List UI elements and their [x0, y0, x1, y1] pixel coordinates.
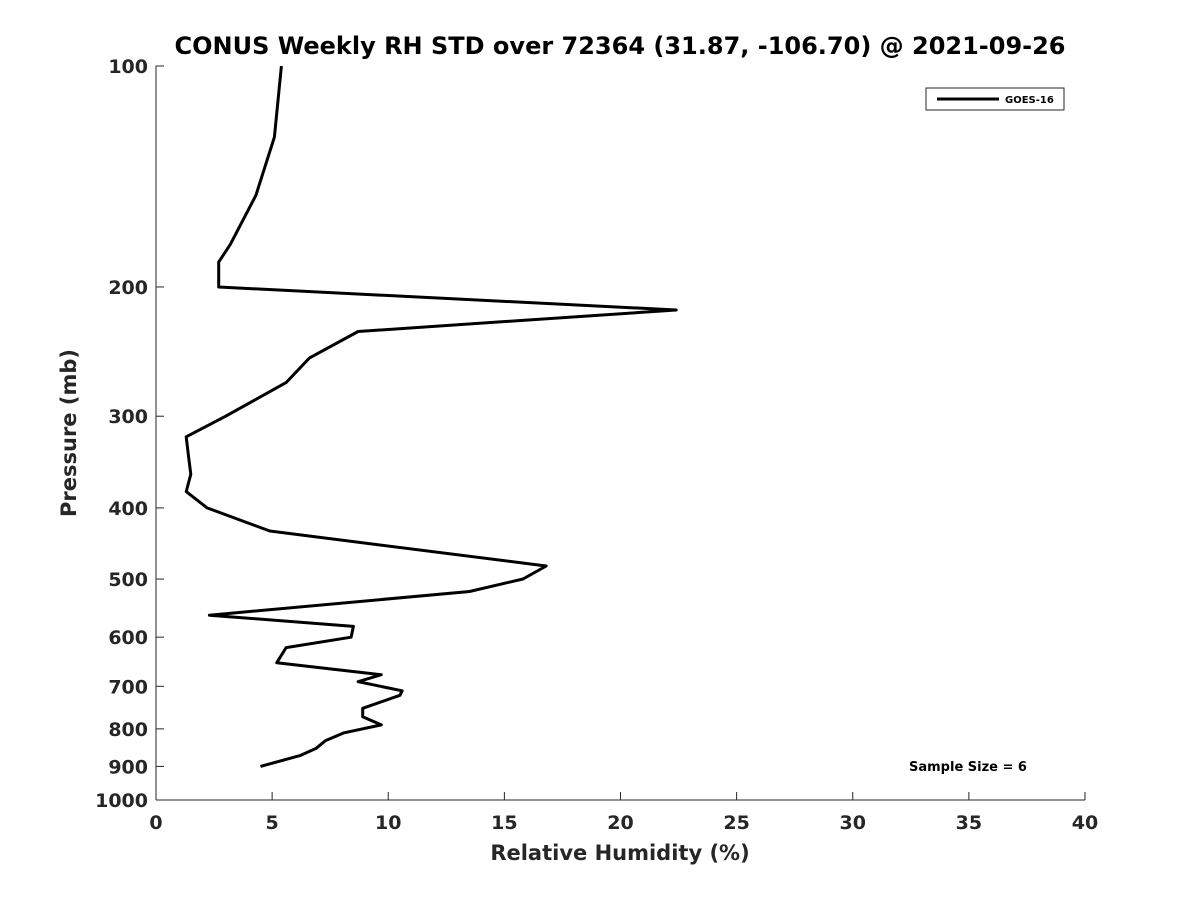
x-tick-label: 20 — [607, 812, 633, 834]
y-tick-label: 700 — [108, 676, 148, 698]
y-tick-label: 300 — [108, 406, 148, 428]
x-tick-label: 25 — [723, 812, 749, 834]
y-tick-label: 600 — [108, 627, 148, 649]
y-tick-label: 900 — [108, 756, 148, 778]
y-tick-label: 1000 — [95, 790, 148, 812]
y-axis-label: Pressure (mb) — [57, 349, 81, 517]
x-tick-label: 10 — [375, 812, 401, 834]
chart-title: CONUS Weekly RH STD over 72364 (31.87, -… — [174, 32, 1065, 60]
y-tick-label: 500 — [108, 569, 148, 591]
x-tick-label: 5 — [266, 812, 279, 834]
x-tick-label: 40 — [1072, 812, 1098, 834]
y-tick-label: 400 — [108, 498, 148, 520]
series-group — [184, 65, 678, 768]
axes: 0 5 10 15 20 25 30 35 40 100 200 300 400 500 600 700 80… — [95, 56, 1098, 834]
x-tick-label: 30 — [840, 812, 866, 834]
legend: GOES-16 — [925, 87, 1065, 111]
sample-size-annotation: Sample Size = 6 — [909, 760, 1027, 775]
x-tick-label: 35 — [956, 812, 982, 834]
y-tick-label: 100 — [108, 56, 148, 78]
x-axis-label: Relative Humidity (%) — [490, 841, 749, 865]
legend-label: GOES-16 — [1005, 95, 1054, 106]
y-ticks: 100 200 300 400 500 600 700 800 900 1000 — [95, 56, 164, 812]
x-ticks: 0 5 10 15 20 25 30 35 40 — [149, 792, 1098, 834]
y-tick-label: 200 — [108, 277, 148, 299]
x-tick-label: 0 — [149, 812, 162, 834]
x-tick-label: 15 — [491, 812, 517, 834]
y-tick-label: 800 — [108, 719, 148, 741]
series-line-goes-16 — [184, 65, 678, 768]
